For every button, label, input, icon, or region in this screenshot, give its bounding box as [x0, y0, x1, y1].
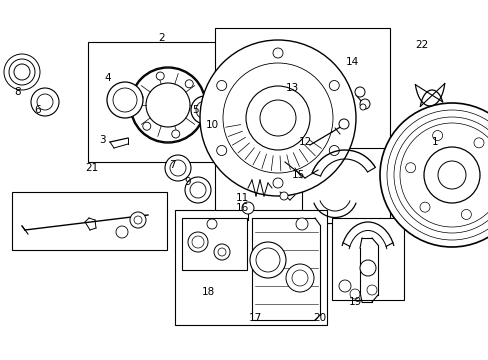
- Text: 4: 4: [104, 73, 111, 83]
- Circle shape: [170, 160, 185, 176]
- Circle shape: [216, 145, 226, 156]
- Circle shape: [134, 216, 142, 224]
- Circle shape: [260, 100, 295, 136]
- Text: 15: 15: [291, 170, 304, 180]
- Circle shape: [196, 101, 214, 119]
- Text: 18: 18: [201, 287, 214, 297]
- Bar: [182, 218, 246, 270]
- Circle shape: [218, 248, 225, 256]
- Text: 13: 13: [285, 83, 298, 93]
- Circle shape: [437, 161, 465, 189]
- Circle shape: [164, 155, 191, 181]
- Circle shape: [285, 264, 313, 292]
- Circle shape: [338, 119, 348, 129]
- Circle shape: [349, 289, 359, 299]
- Text: 7: 7: [168, 160, 175, 170]
- Text: 19: 19: [347, 297, 361, 307]
- Text: 5: 5: [191, 105, 198, 115]
- Circle shape: [272, 48, 283, 58]
- Circle shape: [354, 87, 364, 97]
- Circle shape: [113, 88, 137, 112]
- Circle shape: [359, 99, 369, 109]
- Circle shape: [192, 236, 203, 248]
- Circle shape: [328, 81, 339, 90]
- Circle shape: [338, 280, 350, 292]
- Circle shape: [184, 177, 210, 203]
- Text: 12: 12: [298, 137, 311, 147]
- Circle shape: [146, 83, 190, 127]
- Text: 3: 3: [99, 135, 105, 145]
- Circle shape: [130, 67, 205, 143]
- Circle shape: [280, 192, 287, 200]
- Circle shape: [130, 212, 146, 228]
- Circle shape: [242, 202, 253, 214]
- Circle shape: [245, 86, 309, 150]
- Circle shape: [359, 260, 375, 276]
- Text: 17: 17: [248, 313, 261, 323]
- Text: 1: 1: [431, 137, 437, 147]
- Bar: [12, 192, 167, 250]
- Circle shape: [156, 72, 164, 80]
- Text: 10: 10: [205, 120, 218, 130]
- Circle shape: [191, 96, 219, 124]
- Circle shape: [473, 138, 483, 148]
- Circle shape: [359, 104, 365, 110]
- Text: 20: 20: [313, 313, 326, 323]
- Circle shape: [379, 103, 488, 247]
- Bar: [302, 148, 389, 223]
- Bar: [88, 42, 244, 162]
- Circle shape: [116, 226, 128, 238]
- Circle shape: [107, 82, 142, 118]
- Text: 9: 9: [184, 177, 191, 187]
- Text: 8: 8: [15, 87, 21, 97]
- Circle shape: [37, 94, 53, 110]
- Circle shape: [187, 232, 207, 252]
- Circle shape: [171, 130, 180, 138]
- Text: 22: 22: [414, 40, 428, 50]
- Circle shape: [460, 210, 470, 220]
- Circle shape: [256, 248, 280, 272]
- Circle shape: [216, 81, 226, 90]
- Circle shape: [366, 285, 376, 295]
- Circle shape: [272, 178, 283, 188]
- Text: 21: 21: [85, 163, 99, 173]
- Circle shape: [223, 63, 332, 173]
- Bar: [331, 218, 403, 300]
- Circle shape: [423, 147, 479, 203]
- Text: 6: 6: [35, 105, 41, 115]
- Bar: [215, 28, 389, 223]
- Text: 16: 16: [235, 203, 248, 213]
- Text: 14: 14: [345, 57, 358, 67]
- Circle shape: [419, 202, 429, 212]
- Circle shape: [190, 182, 205, 198]
- Circle shape: [291, 270, 307, 286]
- Circle shape: [328, 145, 339, 156]
- Bar: [175, 210, 326, 325]
- Circle shape: [185, 80, 193, 88]
- Circle shape: [135, 93, 142, 101]
- Circle shape: [405, 163, 415, 173]
- Circle shape: [206, 219, 217, 229]
- Circle shape: [31, 88, 59, 116]
- Circle shape: [432, 131, 442, 140]
- Circle shape: [249, 242, 285, 278]
- Circle shape: [214, 244, 229, 260]
- Text: 2: 2: [159, 33, 165, 43]
- Circle shape: [193, 109, 201, 117]
- Circle shape: [295, 218, 307, 230]
- Text: 11: 11: [235, 193, 248, 203]
- Circle shape: [142, 122, 150, 130]
- Circle shape: [200, 40, 355, 196]
